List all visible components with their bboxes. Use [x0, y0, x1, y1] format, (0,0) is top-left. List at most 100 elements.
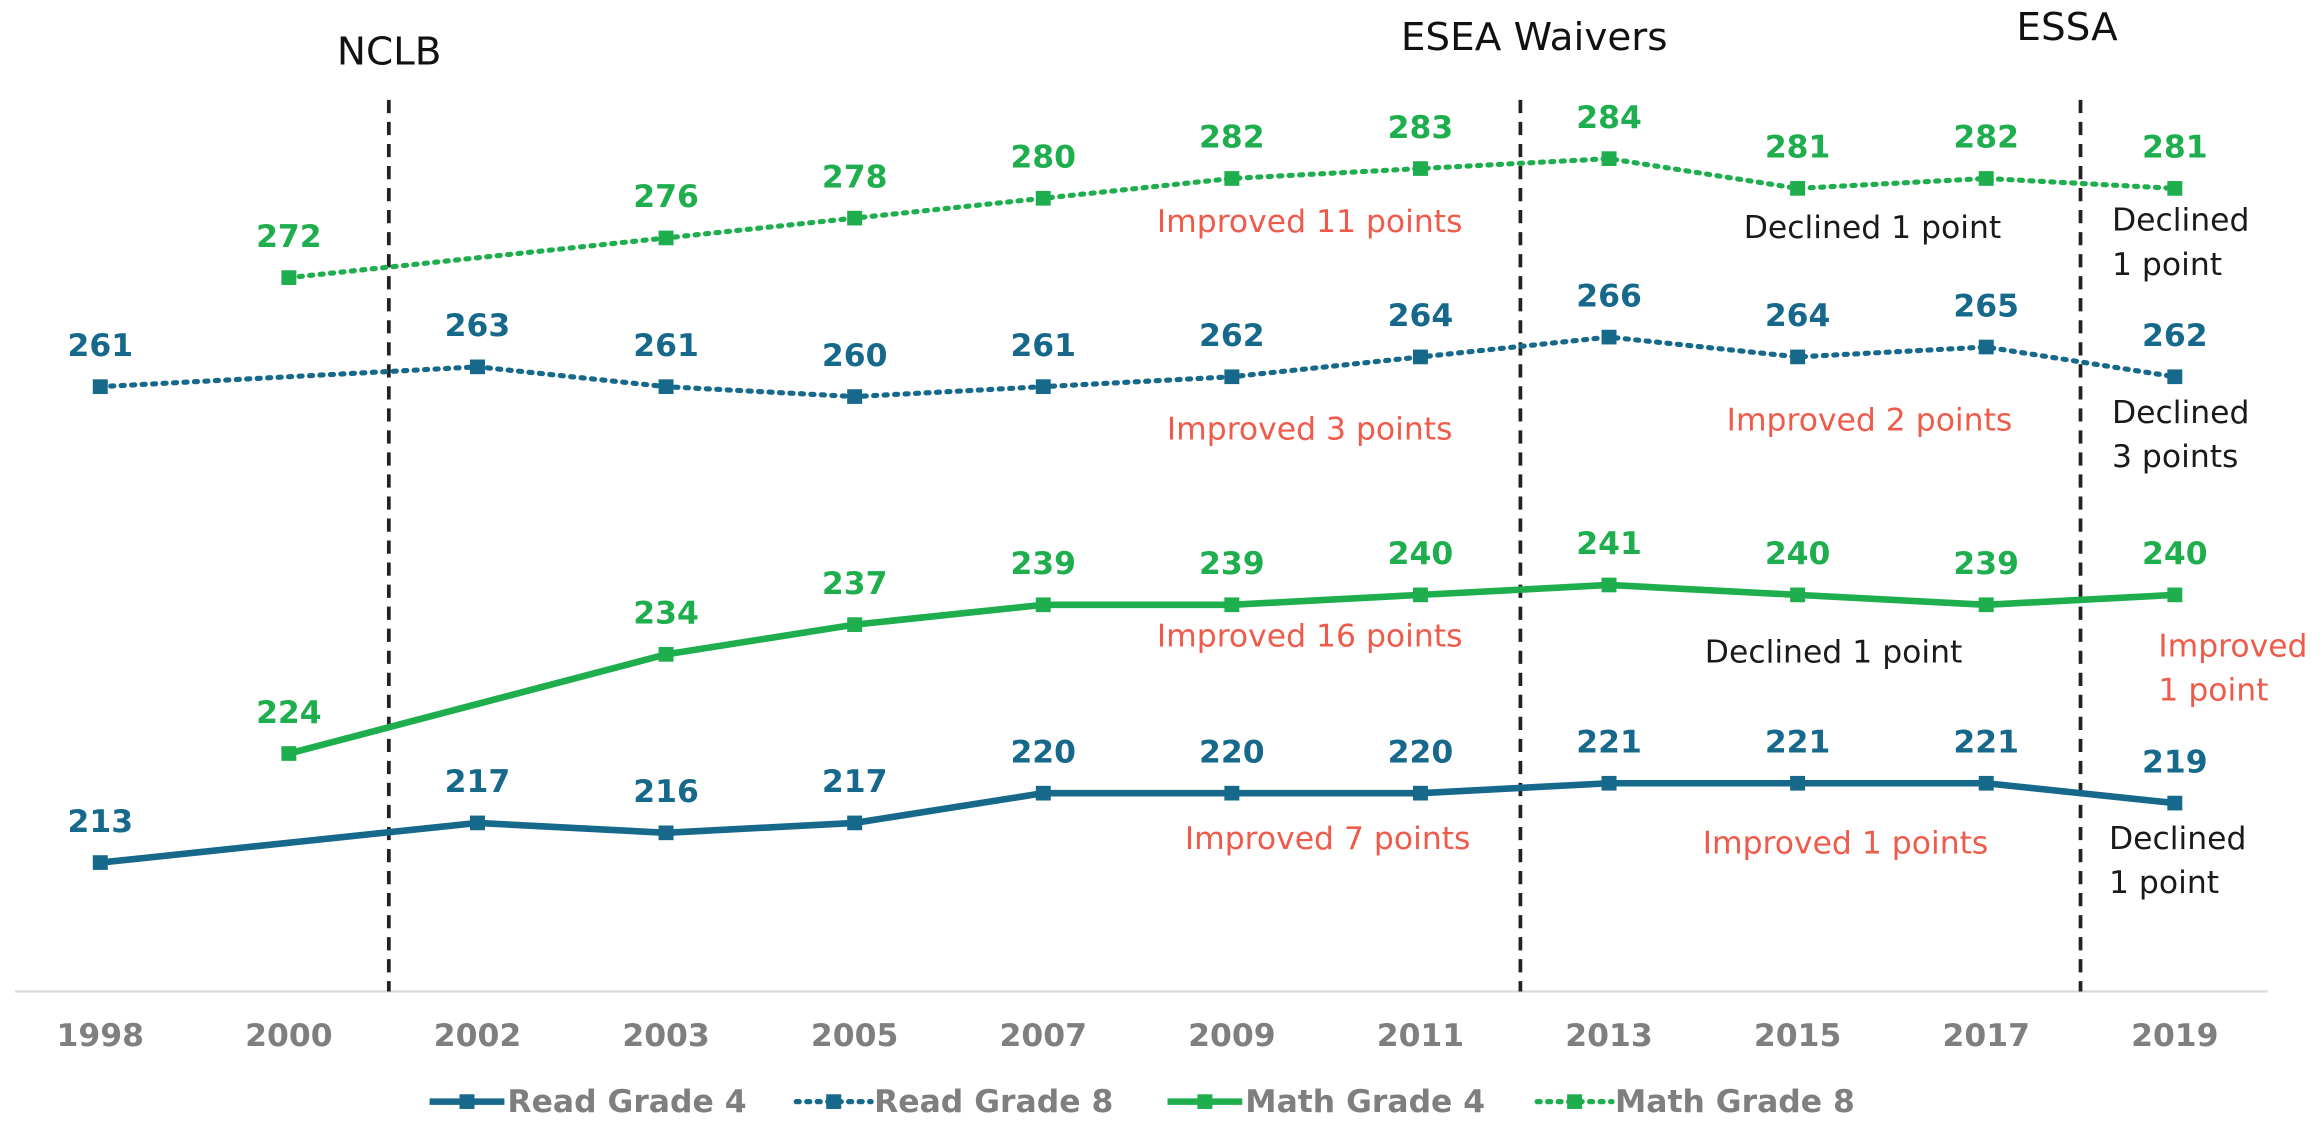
point-marker [658, 825, 674, 841]
annotation: 3 points [2112, 439, 2238, 475]
data-label: 264 [1765, 298, 1831, 334]
point-marker [1790, 775, 1806, 791]
data-label: 221 [1576, 725, 1642, 761]
point-marker [658, 647, 674, 662]
data-label: 282 [1953, 120, 2019, 156]
point-marker [1035, 785, 1051, 801]
point-marker [469, 815, 485, 831]
data-label: 219 [2142, 745, 2208, 781]
point-marker [1790, 181, 1806, 196]
annotation: Improved 3 points [1167, 412, 1453, 448]
data-label: 239 [1010, 546, 1076, 582]
event-label: NCLB [337, 30, 442, 75]
data-label: 213 [67, 804, 133, 840]
x-tick-label: 2000 [245, 1018, 332, 1054]
point-marker [1601, 151, 1617, 166]
point-marker [1035, 379, 1051, 395]
legend-label: Math Grade 8 [1615, 1084, 1855, 1120]
point-marker [1412, 349, 1428, 365]
point-marker [2167, 369, 2183, 385]
annotation: Improved 2 points [1727, 403, 2013, 439]
data-label: 263 [445, 308, 511, 344]
legend-label: Read Grade 4 [507, 1084, 746, 1120]
data-label: 261 [67, 328, 133, 364]
event-label: ESEA Waivers [1401, 15, 1668, 60]
annotation: Declined [2112, 203, 2249, 239]
point-marker [1224, 171, 1240, 186]
x-tick-label: 2007 [1000, 1018, 1087, 1054]
data-label: 262 [2142, 318, 2208, 354]
data-label: 216 [633, 774, 699, 810]
data-label: 224 [256, 695, 322, 731]
annotation: Improved 11 points [1157, 204, 1463, 240]
data-label: 280 [1010, 140, 1076, 176]
annotation: Improved 1 points [1703, 826, 1989, 862]
legend-marker [1197, 1094, 1213, 1109]
data-label: 262 [1199, 318, 1265, 354]
data-label: 221 [1765, 725, 1831, 761]
data-label: 217 [445, 764, 511, 800]
annotation: Declined [2109, 821, 2246, 857]
data-label: 239 [1199, 546, 1265, 582]
annotation: Declined 1 point [1705, 635, 1963, 671]
legend-marker [826, 1094, 842, 1109]
data-label: 272 [256, 219, 322, 255]
data-label: 282 [1199, 120, 1265, 156]
point-marker [92, 379, 108, 395]
data-label: 221 [1953, 725, 2019, 761]
x-tick-label: 2015 [1754, 1018, 1841, 1054]
point-marker [1601, 329, 1617, 345]
point-marker [847, 389, 863, 404]
data-label: 261 [633, 328, 699, 364]
data-label: 220 [1010, 735, 1076, 771]
point-marker [847, 815, 863, 831]
legend-label: Read Grade 8 [874, 1084, 1113, 1120]
data-label: 239 [1953, 546, 2019, 582]
data-label: 264 [1388, 298, 1454, 334]
point-marker [92, 855, 108, 870]
point-marker [1412, 161, 1428, 176]
point-marker [2167, 181, 2183, 196]
data-label: 240 [1388, 536, 1454, 572]
data-label: 234 [633, 596, 699, 632]
annotation: 1 point [2109, 865, 2219, 901]
series-line [286, 156, 2178, 281]
point-marker [281, 746, 297, 761]
data-label: 261 [1010, 328, 1076, 364]
data-label: 237 [822, 566, 888, 602]
x-tick-label: 2009 [1188, 1018, 1275, 1054]
series-line [97, 334, 2178, 400]
data-label: 276 [633, 179, 699, 215]
data-label: 240 [2142, 536, 2208, 572]
data-label: 284 [1576, 100, 1642, 136]
point-marker [1412, 785, 1428, 801]
point-marker [658, 230, 674, 246]
point-marker [1601, 775, 1617, 791]
data-label: 240 [1765, 536, 1831, 572]
annotation: Declined [2112, 395, 2249, 431]
point-marker [1978, 339, 1994, 355]
point-marker [469, 359, 485, 375]
annotation: Declined 1 point [1744, 210, 2002, 246]
legend-label: Math Grade 4 [1245, 1084, 1485, 1120]
point-marker [1601, 577, 1617, 593]
data-label: 217 [822, 764, 888, 800]
x-tick-label: 2017 [1942, 1018, 2029, 1054]
series-line [288, 581, 2175, 757]
data-label: 281 [2142, 130, 2208, 166]
legend-marker [459, 1094, 475, 1109]
event-label: ESSA [2016, 5, 2118, 50]
point-marker [2167, 587, 2183, 603]
annotation: 1 point [2112, 247, 2222, 283]
data-label: 265 [1953, 289, 2019, 325]
annotation: Improved [2158, 629, 2307, 665]
x-tick-label: 2003 [622, 1018, 709, 1054]
data-label: 220 [1199, 735, 1265, 771]
annotation: Improved 16 points [1157, 619, 1463, 655]
data-label: 278 [822, 160, 888, 196]
point-marker [1412, 587, 1428, 603]
point-marker [1978, 171, 1994, 186]
legend-marker [1567, 1094, 1583, 1109]
data-label: 260 [822, 338, 888, 374]
